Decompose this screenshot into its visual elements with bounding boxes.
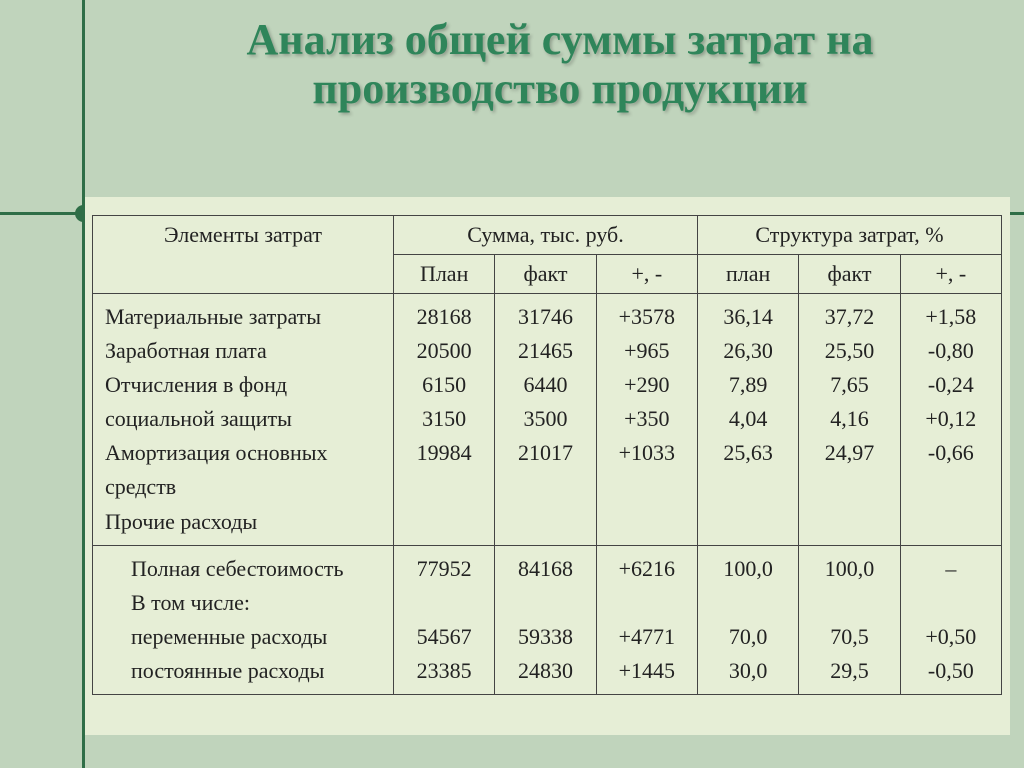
cell-value: +3578+965+290+350+1033 [596,294,697,546]
cell-label: Полная себестоимостьВ том числе:переменн… [93,545,394,694]
table-row: Материальные затратыЗаработная платаОтчи… [93,294,1002,546]
cell-value: 100,0 70,529,5 [799,545,900,694]
cell-value: 84168 5933824830 [495,545,596,694]
cell-value: 100,0 70,030,0 [697,545,798,694]
hdr-elements: Элементы затрат [93,216,394,294]
cell-value: 28168205006150315019984 [393,294,494,546]
hdr-sum-fact: факт [495,255,596,294]
cell-value: +6216 +4771+1445 [596,545,697,694]
cost-table: Элементы затрат Сумма, тыс. руб. Структу… [92,215,1002,695]
table-body: Материальные затратыЗаработная платаОтчи… [93,294,1002,695]
cell-value: 31746214656440350021017 [495,294,596,546]
cell-value: 36,1426,307,894,0425,63 [697,294,798,546]
hdr-sum-pm: +, - [596,255,697,294]
cell-value: 37,7225,507,654,1624,97 [799,294,900,546]
table-row: Полная себестоимостьВ том числе:переменн… [93,545,1002,694]
hdr-struct-group: Структура затрат, % [697,216,1001,255]
cell-value: – +0,50-0,50 [900,545,1001,694]
slide-title: Анализ общей суммы затрат на производств… [170,15,950,114]
content-panel: Элементы затрат Сумма, тыс. руб. Структу… [85,197,1010,735]
hdr-struct-fact: факт [799,255,900,294]
slide: Анализ общей суммы затрат на производств… [0,0,1024,768]
table-header-row-1: Элементы затрат Сумма, тыс. руб. Структу… [93,216,1002,255]
hdr-sum-group: Сумма, тыс. руб. [393,216,697,255]
cell-value: 77952 5456723385 [393,545,494,694]
cell-label: Материальные затратыЗаработная платаОтчи… [93,294,394,546]
hdr-struct-plan: план [697,255,798,294]
cell-value: +1,58-0,80-0,24+0,12-0,66 [900,294,1001,546]
hdr-sum-plan: План [393,255,494,294]
hdr-struct-pm: +, - [900,255,1001,294]
